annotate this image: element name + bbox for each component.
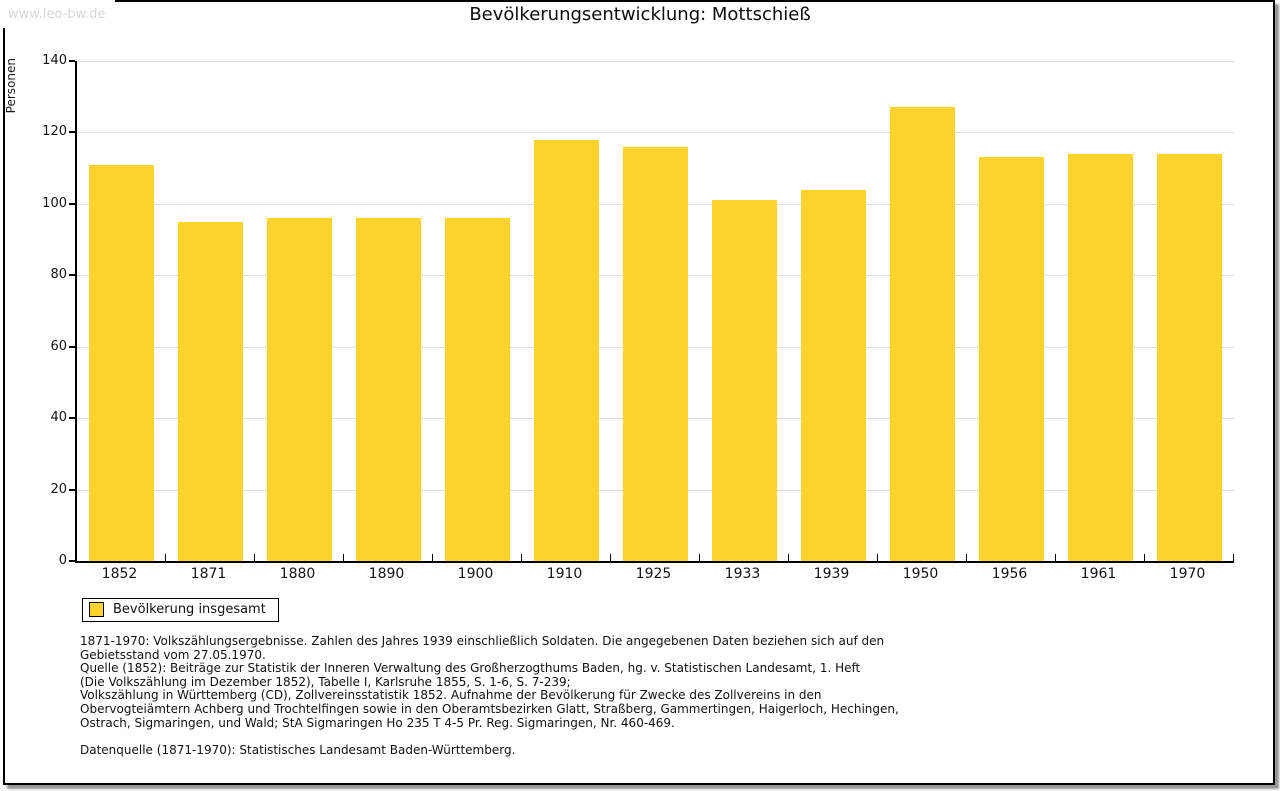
footnote-line-7: Ostrach, Sigmaringen, und Wald; StA Sigm…: [80, 715, 675, 730]
x-tick-label-1871: 1871: [190, 566, 227, 582]
bar-slot-1939: [789, 61, 878, 561]
x-tick-label-1933: 1933: [724, 566, 761, 582]
y-tick-label-80: 80: [50, 267, 67, 283]
x-tick-mark-3: [343, 554, 344, 561]
y-tick-label-0: 0: [58, 553, 67, 568]
footnote-line-1: 1871-1970: Volkszählungsergebnisse. Zahl…: [80, 634, 885, 648]
x-tick-label-1880: 1880: [279, 566, 316, 582]
y-tick-mark-80: [69, 274, 75, 277]
x-tick-label-1956: 1956: [991, 566, 1028, 582]
x-axis-labels: 1852 1871 1880 1890 1900 1910 1925 1933 1939 1950…: [75, 566, 1232, 582]
y-tick-label-120: 120: [42, 124, 67, 140]
x-tick-label-1950: 1950: [902, 566, 939, 582]
x-tick-mark-7: [699, 554, 700, 561]
legend-swatch-icon: [89, 602, 104, 617]
bar-1956: [979, 157, 1044, 561]
x-tick-mark-4: [432, 554, 433, 561]
bar-slot-1950: [878, 61, 967, 561]
bar-1950: [890, 107, 955, 561]
bar-1939: [801, 189, 866, 561]
legend-label: Bevölkerung insgesamt: [113, 602, 266, 617]
y-tick-label-40: 40: [50, 410, 67, 426]
bar-1961: [1068, 153, 1133, 561]
bar-1900: [445, 218, 510, 561]
x-tick-mark-2: [254, 554, 255, 561]
x-tick-mark-5: [521, 554, 522, 561]
y-tick-mark-20: [69, 488, 75, 491]
gridline-120: [77, 132, 1234, 134]
y-tick-mark-140: [69, 60, 75, 62]
y-tick-mark-0: [69, 560, 75, 562]
x-tick-label-1900: 1900: [457, 566, 494, 582]
x-tick-mark-11: [1055, 554, 1056, 561]
y-tick-label-140: 140: [42, 53, 67, 68]
bar-slot-1852: [77, 61, 166, 561]
bar-1933: [712, 200, 777, 561]
x-tick-mark-12: [1144, 554, 1145, 561]
chart-title: Bevölkerungsentwicklung: Mottschieß: [469, 4, 811, 25]
footnote-line-3: Quelle (1852): Beiträge zur Statistik de…: [80, 661, 861, 676]
footnote-line-2: Gebietsstand vom 27.05.1970.: [80, 647, 266, 662]
bar-1890: [356, 218, 421, 561]
y-axis-title: Personen: [4, 58, 18, 114]
bar-slot-1880: [255, 61, 344, 561]
bar-slot-1925: [611, 61, 700, 561]
x-tick-label-1939: 1939: [813, 566, 850, 582]
bar-1925: [623, 146, 688, 561]
y-tick-mark-60: [69, 345, 75, 348]
y-tick-mark-100: [69, 202, 75, 205]
x-tick-mark-13: [1233, 554, 1234, 561]
bar-series: [77, 61, 1234, 561]
bar-1970: [1157, 153, 1222, 561]
x-tick-label-1890: 1890: [368, 566, 405, 582]
bar-slot-1970: [1145, 61, 1234, 561]
footnote-line-4: (Die Volkszählung im Dezember 1852), Tab…: [80, 674, 571, 689]
x-tick-label-1970: 1970: [1169, 566, 1206, 582]
x-tick-label-1852: 1852: [101, 566, 138, 582]
bar-slot-1890: [344, 61, 433, 561]
x-tick-mark-8: [788, 554, 789, 561]
footnote-line-5: Volkszählung in Württemberg (CD), Zollve…: [80, 688, 822, 703]
bar-slot-1900: [433, 61, 522, 561]
bar-slot-1933: [700, 61, 789, 561]
bar-1880: [267, 218, 332, 561]
footnote-lines: 1871-1970: Volkszählungsergebnisse. Zahl…: [80, 634, 899, 730]
bar-slot-1961: [1056, 61, 1145, 561]
bar-slot-1910: [522, 61, 611, 561]
y-tick-label-60: 60: [50, 338, 67, 354]
y-tick-mark-40: [69, 417, 75, 420]
datasource-line: Datenquelle (1871-1970): Statistisches L…: [80, 743, 516, 758]
bar-slot-1871: [166, 61, 255, 561]
x-tick-mark-6: [610, 554, 611, 561]
bar-1852: [89, 164, 154, 561]
watermark: www.leo-bw.de: [0, 0, 116, 28]
y-tick-mark-120: [69, 131, 75, 134]
bar-slot-1956: [967, 61, 1056, 561]
x-tick-mark-10: [966, 554, 967, 561]
x-tick-label-1961: 1961: [1080, 566, 1117, 582]
bar-1910: [534, 139, 599, 561]
legend-box: Bevölkerung insgesamt: [82, 598, 279, 622]
x-tick-mark-1: [165, 554, 166, 561]
footnotes: 1871-1970: Volkszählungsergebnisse. Zahl…: [80, 634, 899, 758]
x-tick-mark-9: [877, 554, 878, 561]
footnote-line-6: Obervogteiämtern Achberg und Trochtelfin…: [80, 701, 899, 716]
y-tick-label-100: 100: [42, 195, 67, 211]
x-tick-label-1910: 1910: [546, 566, 583, 582]
plot-area: [75, 61, 1234, 563]
x-tick-label-1925: 1925: [635, 566, 672, 582]
bar-1871: [178, 221, 243, 561]
gridline-140: [77, 61, 1234, 62]
y-tick-label-20: 20: [50, 481, 67, 497]
